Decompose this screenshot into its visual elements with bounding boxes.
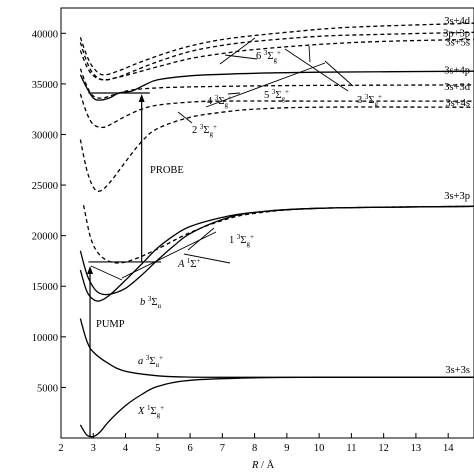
label-leader-lines [90,37,354,281]
curve-3 [79,205,474,296]
y-tick-label-35000: 35000 [32,80,58,91]
leader-5 [324,60,354,87]
asymptote-label-1: 3p+3p [443,28,470,39]
leader-0 [219,37,256,65]
asymptote-label-7: 3s+3s [445,365,470,376]
x-tick-label-11: 11 [346,443,356,454]
probe-arrowhead [138,94,145,102]
leader-4 [227,92,241,95]
curves [79,22,474,438]
curve-6 [79,93,474,129]
leader-11 [183,253,231,264]
plot-frame [60,7,474,439]
leader-2 [308,45,311,63]
leader-9 [187,227,215,251]
x-tick-label-4: 4 [123,443,129,454]
leader-3 [284,48,349,92]
state-label-5: 1 3Σg+ [229,233,254,248]
curve-1 [79,318,474,378]
x-tick-label-13: 13 [411,443,422,454]
state-label-6: A 1Σ+ [177,257,200,270]
asymptote-label-0: 3s+4d [444,16,471,27]
state-label-3: 3 3Σg+ [357,93,382,108]
y-tick-label-5000: 5000 [37,383,58,394]
y-tick-label-20000: 20000 [32,232,58,243]
x-tick-label-3: 3 [91,443,96,454]
curve-4 [82,205,474,264]
y-tick-label-10000: 10000 [32,333,58,344]
x-tick-label-10: 10 [314,443,325,454]
x-axis-label: R / Å [251,459,275,471]
axes: 2 3 4 5 6 7 8 9 10 11 12 13 14 5000 10000 15000 20000 250… [32,29,454,454]
leader-1 [224,54,258,60]
curve-11 [79,22,474,76]
leader-6 [205,62,326,108]
x-tick-label-12: 12 [378,443,389,454]
x-tick-label-14: 14 [443,443,454,454]
curve-9 [79,38,474,81]
x-tick-label-8: 8 [252,443,257,454]
probe-label: PROBE [150,165,184,176]
x-tick-label-2: 2 [58,443,63,454]
x-tick-label-9: 9 [284,443,289,454]
y-tick-label-15000: 15000 [32,282,58,293]
state-label-8: a 3Σu+ [138,354,163,369]
pump-label: PUMP [96,319,125,330]
curve-5 [79,106,474,192]
y-tick-label-25000: 25000 [32,181,58,192]
y-tick-label-40000: 40000 [32,29,58,40]
state-label-2: 5 3Σg+ [264,88,289,103]
asymptote-label-5: 3s+4s [445,98,470,109]
state-label-1: 4 3Σg+ [207,94,232,109]
x-tick-label-5: 5 [155,443,160,454]
asymptote-label-3: 3s+4p [444,66,470,77]
curve-10 [79,31,474,81]
asymptote-label-4: 3s+3d [444,82,471,93]
curve-2 [79,205,474,302]
asymptote-label-6: 3s+3p [444,191,470,202]
x-tick-label-7: 7 [220,443,225,454]
curve-7 [79,68,474,99]
x-tick-label-6: 6 [187,443,192,454]
leader-10 [90,265,123,281]
state-label-0: 6 3Σg+ [256,49,281,64]
curve-8 [79,70,474,101]
state-label-4: 2 3Σg+ [192,123,217,138]
pump-arrowhead [87,266,94,274]
y-tick-label-30000: 30000 [32,130,58,141]
asymptote-label-2: 3s+5s [445,37,470,48]
state-label-7: b 3Σu [140,295,162,310]
transition-arrows [87,92,162,437]
state-label-9: X 1Σg+ [137,404,164,419]
leader-7 [177,111,193,124]
